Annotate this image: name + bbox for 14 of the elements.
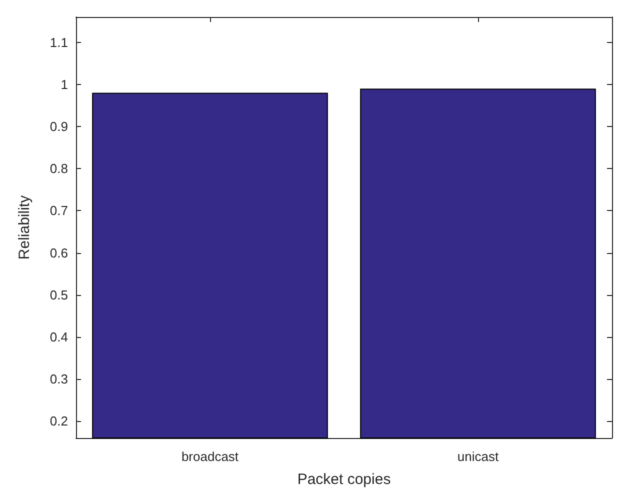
x-axis-title: Packet copies bbox=[297, 471, 391, 488]
y-tick-label: 0.6 bbox=[50, 245, 68, 260]
y-tick-label: 0.3 bbox=[50, 372, 68, 387]
x-tick-label: broadcast bbox=[181, 449, 239, 464]
y-tick-label: 0.8 bbox=[50, 161, 68, 176]
y-tick-label: 0.2 bbox=[50, 414, 68, 429]
y-tick-label: 0.5 bbox=[50, 287, 68, 302]
y-tick-label: 0.4 bbox=[50, 329, 68, 344]
y-tick-label: 1 bbox=[60, 76, 68, 92]
y-tick-label: 1.1 bbox=[50, 34, 68, 50]
x-tick-label: unicast bbox=[457, 449, 499, 464]
y-axis-title: Reliability bbox=[16, 194, 33, 260]
y-tick-label: 0.7 bbox=[50, 203, 68, 218]
y-tick-label: 0.9 bbox=[50, 118, 68, 134]
